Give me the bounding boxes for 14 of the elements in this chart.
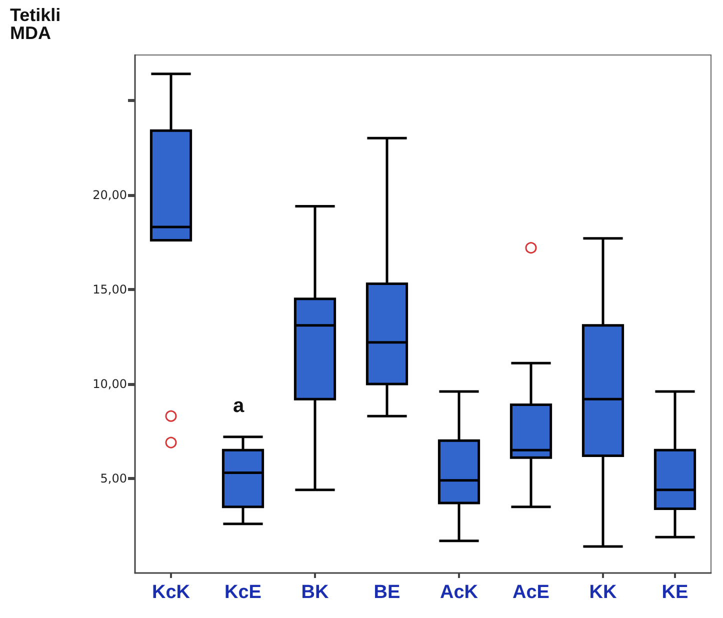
- x-tick-label: AcK: [440, 582, 478, 603]
- annotation: a: [233, 395, 245, 417]
- y-tick-label: 15,00: [92, 282, 127, 296]
- x-tick-label: BE: [374, 582, 400, 603]
- y-tick-label: 20,00: [92, 188, 127, 202]
- y-axis-title: Tetikli MDA: [10, 5, 66, 43]
- x-tick-label: KcE: [224, 582, 262, 603]
- x-tick-label: BK: [301, 582, 329, 603]
- y-tick-label: 10,00: [92, 376, 127, 391]
- y-tick-label: 5,00: [100, 471, 127, 486]
- x-tick-label: KcK: [152, 582, 190, 603]
- x-tick-label: AcE: [512, 582, 550, 603]
- x-tick-label: KE: [662, 582, 688, 603]
- x-tick-label: KK: [589, 582, 617, 603]
